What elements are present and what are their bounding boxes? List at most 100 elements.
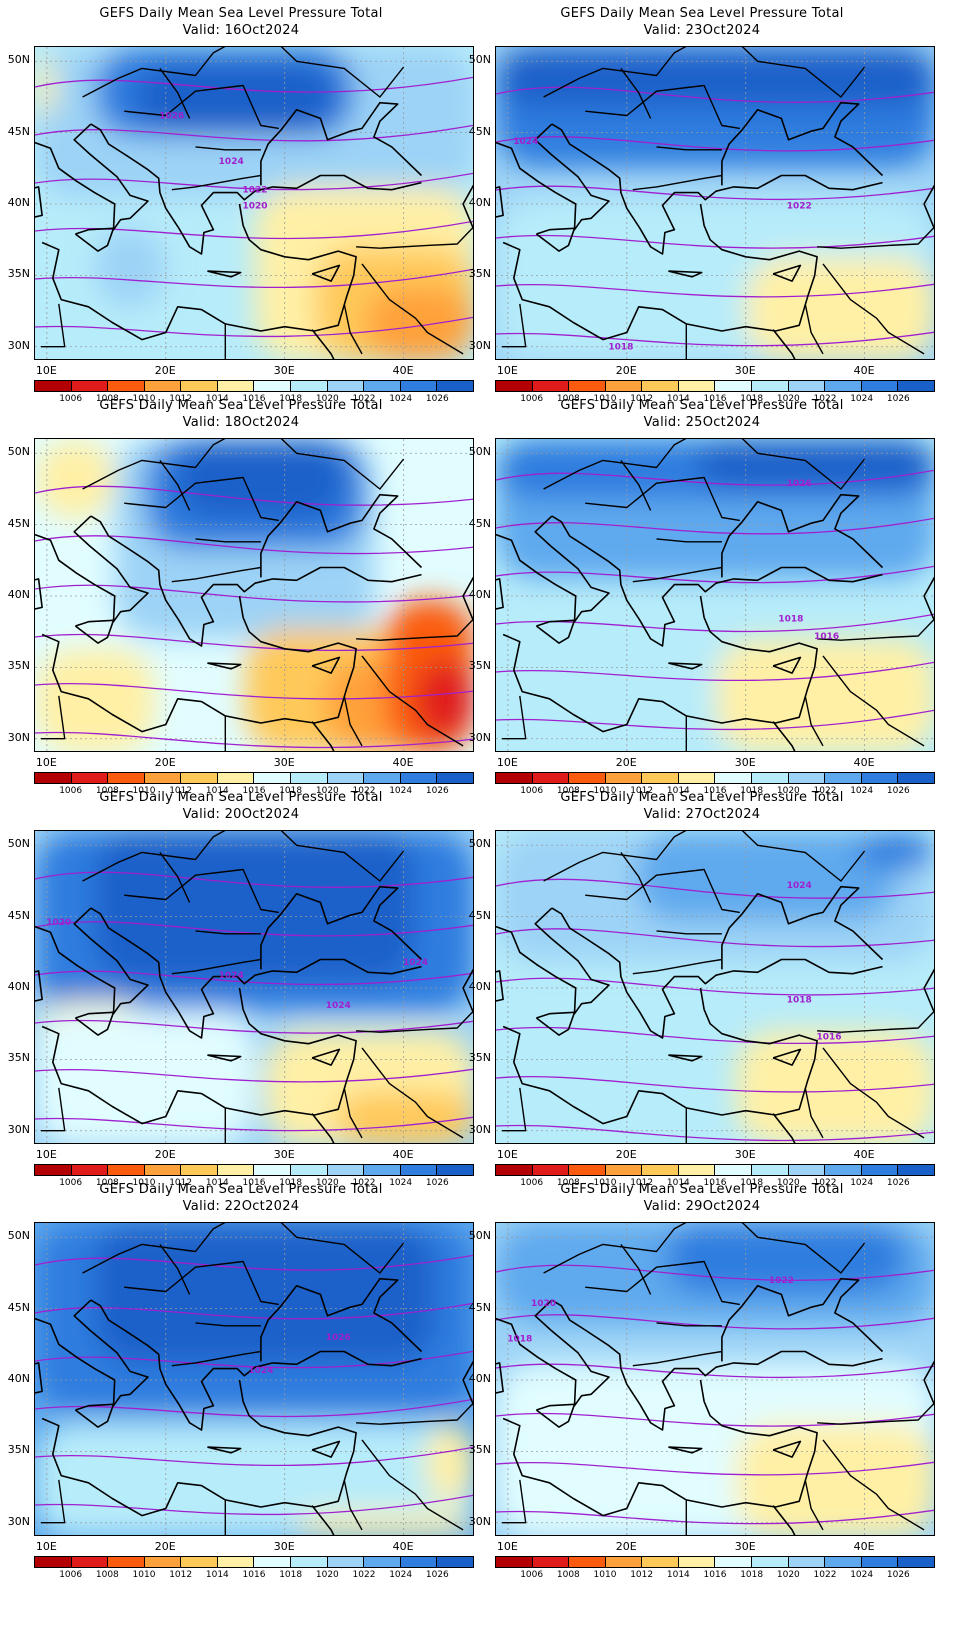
colorbar <box>34 1556 474 1568</box>
latitude-label: 50N <box>468 445 491 459</box>
colorbar-swatch <box>825 381 862 391</box>
colorbar-label: 1012 <box>169 786 193 796</box>
isobar-label: 1024 <box>326 1001 351 1011</box>
latitude-label: 45N <box>468 516 491 530</box>
panel-title: GEFS Daily Mean Sea Level Pressure Total <box>99 790 383 805</box>
colorbar-swatch <box>71 1165 109 1175</box>
colorbar-label: 1014 <box>205 394 229 404</box>
colorbar-swatch <box>496 381 533 391</box>
colorbar-swatch <box>437 381 473 391</box>
isobar-label: 1026 <box>787 479 812 489</box>
map-panel: GEFS Daily Mean Sea Level Pressure Total… <box>461 784 943 1194</box>
colorbar-swatch <box>364 1165 401 1175</box>
colorbar-label: 1022 <box>352 394 376 404</box>
colorbar-swatch <box>437 1165 473 1175</box>
latitude-label: 35N <box>7 1051 30 1065</box>
isobar-label: 1022 <box>242 186 267 196</box>
longitude-label: 40E <box>392 364 414 377</box>
isobar-label: 1026 <box>159 111 184 121</box>
colorbar-label: 1026 <box>425 1178 449 1188</box>
colorbar-swatch <box>181 1165 218 1175</box>
colorbar-label: 1016 <box>703 394 727 404</box>
pressure-map: 1026 1018 1016 <box>495 438 935 752</box>
map-panel: GEFS Daily Mean Sea Level Pressure Total… <box>0 392 482 802</box>
isobar-label: 1026 <box>326 1333 351 1343</box>
colorbar <box>495 1556 935 1568</box>
colorbar-swatch <box>642 773 679 783</box>
colorbar-label: 1022 <box>813 786 837 796</box>
colorbar-swatch <box>715 1165 753 1175</box>
latitude-label: 45N <box>7 516 30 530</box>
latitude-label: 30N <box>7 730 30 744</box>
colorbar-label: 1024 <box>850 786 874 796</box>
colorbar-swatch <box>825 773 862 783</box>
latitude-label: 50N <box>7 1229 30 1243</box>
isobar-label: 1024 <box>403 958 428 968</box>
longitude-label: 10E <box>35 756 57 769</box>
colorbar-label: 1014 <box>666 394 690 404</box>
colorbar-label: 1018 <box>279 786 303 796</box>
longitude-label: 30E <box>273 756 295 769</box>
pressure-map: 1026 1024 1022 1020 <box>34 46 474 360</box>
colorbar-label: 1014 <box>205 786 229 796</box>
colorbar-swatch <box>825 1165 862 1175</box>
colorbar-swatch <box>788 381 826 391</box>
map-panel: GEFS Daily Mean Sea Level Pressure Total… <box>0 1176 482 1586</box>
valid-date: Valid: 29Oct2024 <box>643 1199 761 1214</box>
colorbar-label: 1014 <box>666 786 690 796</box>
isobar-label: 1024 <box>248 1366 273 1376</box>
latitude-label: 40N <box>7 196 30 209</box>
colorbar-label: 1014 <box>205 1178 229 1188</box>
colorbar-label: 1008 <box>556 786 580 796</box>
colorbar-swatch <box>400 1165 438 1175</box>
colorbar-label: 1024 <box>850 1570 874 1580</box>
longitude-label: 10E <box>35 1148 57 1161</box>
longitude-label: 40E <box>853 364 875 377</box>
colorbar-swatch <box>532 381 570 391</box>
colorbar-swatch <box>181 1557 218 1567</box>
longitude-label: 30E <box>734 1540 756 1553</box>
colorbar-label: 1014 <box>666 1570 690 1580</box>
longitude-label: 20E <box>615 364 637 377</box>
colorbar-swatch <box>437 1557 473 1567</box>
colorbar-label: 1008 <box>556 1570 580 1580</box>
valid-date: Valid: 25Oct2024 <box>643 415 761 430</box>
colorbar-label: 1008 <box>556 1178 580 1188</box>
colorbar-swatch <box>788 1557 826 1567</box>
colorbar <box>495 380 935 392</box>
colorbar-label: 1020 <box>315 1570 339 1580</box>
latitude-label: 45N <box>7 908 30 922</box>
colorbar-label: 1018 <box>740 1570 764 1580</box>
colorbar-swatch <box>678 1165 716 1175</box>
colorbar-swatch <box>861 381 899 391</box>
colorbar-label: 1012 <box>169 1178 193 1188</box>
colorbar-swatch <box>144 1165 182 1175</box>
colorbar-swatch <box>254 1557 292 1567</box>
colorbar-swatch <box>35 773 72 783</box>
map-panel: GEFS Daily Mean Sea Level Pressure Total… <box>0 0 482 410</box>
colorbar-swatch <box>715 1557 753 1567</box>
colorbar-swatch <box>496 1165 533 1175</box>
colorbar-label: 1010 <box>132 1178 156 1188</box>
panel-title: GEFS Daily Mean Sea Level Pressure Total <box>560 6 844 21</box>
latitude-label: 45N <box>468 1300 491 1314</box>
colorbar-label: 1026 <box>425 1570 449 1580</box>
colorbar-swatch <box>642 1165 679 1175</box>
isobar-label: 1018 <box>778 615 803 625</box>
pressure-map: 1020 1024 1024 1024 <box>34 830 474 1144</box>
colorbar-label: 1012 <box>169 1570 193 1580</box>
colorbar-label: 1012 <box>630 1178 654 1188</box>
latitude-label: 40N <box>7 1372 30 1385</box>
colorbar-label: 1008 <box>95 394 119 404</box>
colorbar-label: 1008 <box>95 1178 119 1188</box>
map-panel: GEFS Daily Mean Sea Level Pressure Total… <box>461 1176 943 1586</box>
colorbar-swatch <box>291 773 328 783</box>
latitude-label: 30N <box>468 1122 491 1136</box>
colorbar-label: 1018 <box>279 394 303 404</box>
latitude-label: 30N <box>468 730 491 744</box>
colorbar-swatch <box>496 773 533 783</box>
latitude-label: 50N <box>468 837 491 851</box>
panel-title: GEFS Daily Mean Sea Level Pressure Total <box>99 6 383 21</box>
colorbar-label: 1022 <box>813 394 837 404</box>
colorbar-label: 1014 <box>205 1570 229 1580</box>
